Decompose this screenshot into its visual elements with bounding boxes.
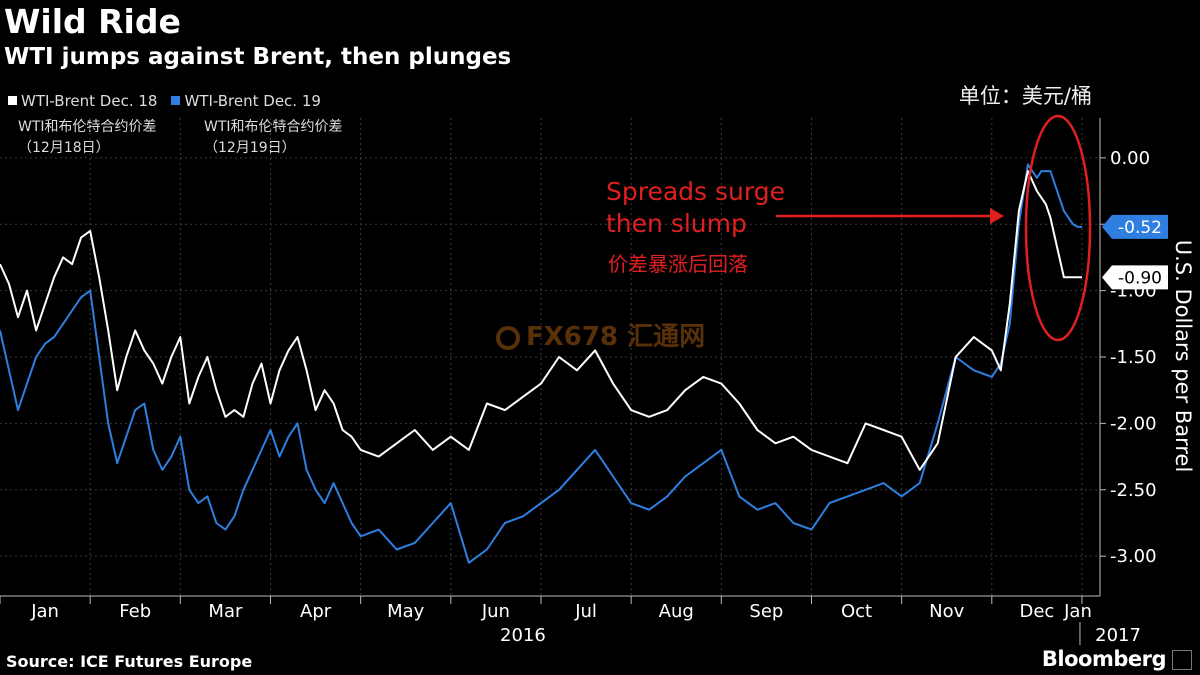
chart-title: Wild Ride [4, 2, 181, 41]
x-tick-label: Dec [1019, 601, 1054, 622]
x-tick-label: May [387, 601, 425, 622]
value-label: -0.90 [1118, 268, 1162, 288]
legend-item-dec18: WTI-Brent Dec. 18 [8, 92, 157, 110]
y-tick-label: -1.50 [1110, 347, 1157, 368]
bloomberg-logo: Bloomberg [1041, 647, 1167, 671]
legend-label-dec19: WTI-Brent Dec. 19 [184, 92, 321, 110]
value-label: -0.52 [1118, 218, 1162, 238]
legend: WTI-Brent Dec. 18 WTI-Brent Dec. 19 [8, 92, 321, 110]
annotation-text-en: Spreads surge then slump [606, 177, 785, 238]
x-year-label: 2017 [1095, 625, 1141, 646]
annotation-arrowhead [990, 208, 1004, 224]
value-tag [1102, 214, 1168, 239]
x-tick-label: Jun [481, 601, 510, 622]
x-tick-label: Jan [30, 601, 59, 622]
watermark-logo-icon [496, 326, 520, 350]
x-tick-label: Jan [1063, 601, 1092, 622]
y-tick-label: -2.00 [1110, 413, 1157, 434]
x-tick-label: Aug [659, 601, 694, 622]
legend-item-dec19: WTI-Brent Dec. 19 [171, 92, 321, 110]
legend-swatch-dec18 [8, 96, 17, 105]
source-note: Source: ICE Futures Europe [6, 652, 253, 671]
y-tick-label: -3.00 [1110, 546, 1157, 567]
x-tick-label: Sep [749, 601, 783, 622]
watermark-text: FX678 汇通网 [526, 322, 706, 352]
series-line-dec19 [0, 163, 1082, 564]
x-year-label: 2016 [500, 625, 546, 646]
x-tick-label: Nov [929, 601, 964, 622]
y-tick-label: -2.50 [1110, 480, 1157, 501]
annotation-text-cn: 价差暴涨后回落 [608, 252, 748, 276]
x-tick-label: Feb [119, 601, 151, 622]
series-line-dec18 [0, 170, 1082, 471]
chart-subtitle: WTI jumps against Brent, then plunges [4, 44, 512, 70]
legend-label-dec18: WTI-Brent Dec. 18 [21, 92, 158, 110]
menu-icon [1172, 650, 1192, 670]
y-axis-title: U.S. Dollars per Barrel [1171, 240, 1195, 473]
x-tick-label: Apr [300, 601, 332, 622]
legend-label-cn-dec19: WTI和布伦特合约价差 （12月19日） [204, 119, 343, 156]
legend-swatch-dec19 [171, 96, 181, 105]
unit-label-cn: 单位：美元/桶 [958, 84, 1092, 108]
x-tick-label: Mar [208, 601, 243, 622]
y-tick-label: 0.00 [1110, 148, 1150, 169]
x-tick-label: Jul [574, 601, 597, 622]
legend-label-cn-dec18: WTI和布伦特合约价差 （12月18日） [18, 119, 157, 156]
watermark: FX678 汇通网 [496, 316, 705, 353]
annotation-ellipse [1024, 114, 1092, 342]
x-tick-label: Oct [841, 601, 872, 622]
value-tag [1102, 265, 1168, 290]
